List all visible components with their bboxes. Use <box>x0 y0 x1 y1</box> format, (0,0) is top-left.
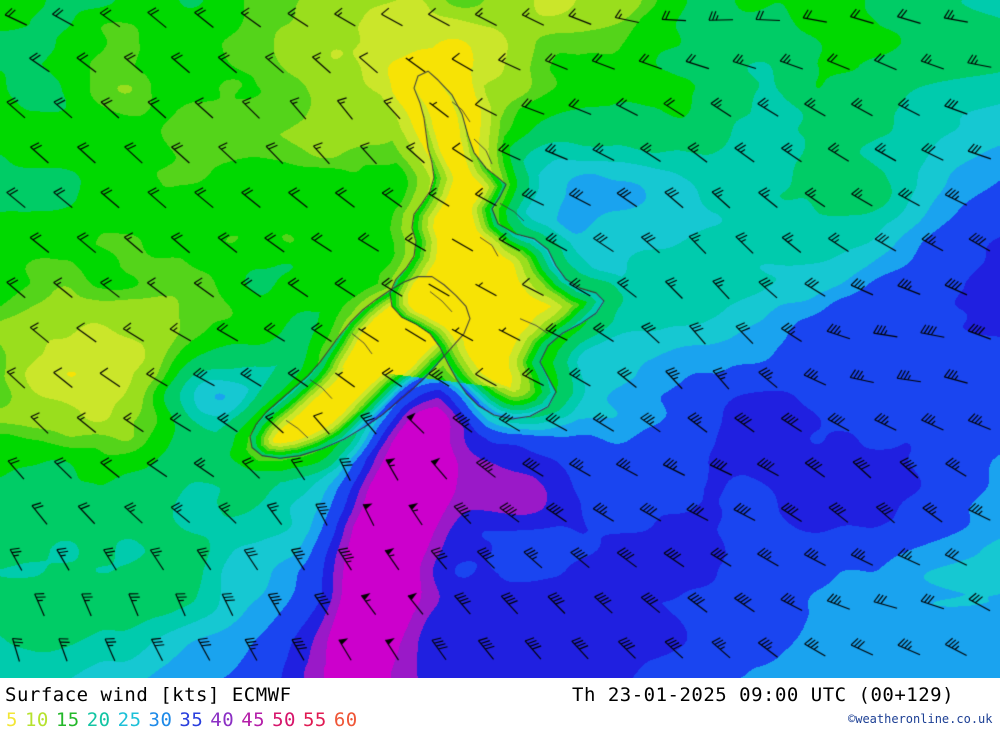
copyright-label: ©weatheronline.co.uk <box>848 712 993 726</box>
legend-value-30: 30 <box>148 709 173 731</box>
map-footer: Surface wind [kts] ECMWF Th 23-01-2025 0… <box>0 678 1000 733</box>
legend-value-25: 25 <box>117 709 142 731</box>
legend-value-10: 10 <box>24 709 49 731</box>
wind-speed-legend: 5 10 15 20 25 30 35 40 45 50 55 60 <box>6 709 365 731</box>
map-title: Surface wind [kts] ECMWF <box>5 684 292 706</box>
legend-value-45: 45 <box>241 709 266 731</box>
wind-map-viewport[interactable] <box>0 0 1000 678</box>
legend-value-55: 55 <box>302 709 327 731</box>
legend-value-40: 40 <box>210 709 235 731</box>
legend-value-20: 20 <box>86 709 111 731</box>
legend-value-15: 15 <box>55 709 80 731</box>
legend-value-50: 50 <box>272 709 296 731</box>
legend-value-5: 5 <box>6 709 18 731</box>
legend-value-60: 60 <box>333 709 358 731</box>
legend-value-35: 35 <box>179 709 204 731</box>
wind-barb-overlay <box>0 0 1000 678</box>
valid-time-label: Th 23-01-2025 09:00 UTC (00+129) <box>572 684 955 706</box>
